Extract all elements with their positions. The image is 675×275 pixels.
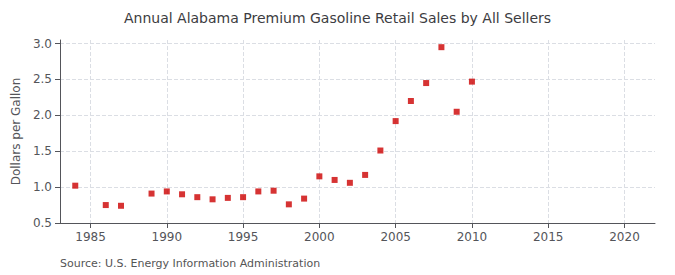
svg-text:2.0: 2.0	[33, 108, 52, 122]
svg-text:2005: 2005	[380, 230, 411, 244]
svg-text:1990: 1990	[152, 230, 183, 244]
svg-text:Source: U.S. Energy Informatio: Source: U.S. Energy Information Administ…	[60, 257, 320, 270]
svg-text:2.5: 2.5	[33, 72, 52, 86]
svg-text:2015: 2015	[533, 230, 564, 244]
svg-text:1985: 1985	[75, 230, 106, 244]
svg-text:2000: 2000	[304, 230, 335, 244]
svg-text:2010: 2010	[457, 230, 488, 244]
svg-text:3.0: 3.0	[33, 37, 52, 51]
svg-text:0.5: 0.5	[33, 216, 52, 230]
svg-text:1995: 1995	[228, 230, 259, 244]
svg-text:1.0: 1.0	[33, 180, 52, 194]
svg-text:Dollars per Gallon: Dollars per Gallon	[9, 78, 23, 186]
svg-text:Annual Alabama Premium Gasolin: Annual Alabama Premium Gasoline Retail S…	[124, 10, 551, 26]
svg-text:1.5: 1.5	[33, 144, 52, 158]
svg-text:2020: 2020	[609, 230, 640, 244]
